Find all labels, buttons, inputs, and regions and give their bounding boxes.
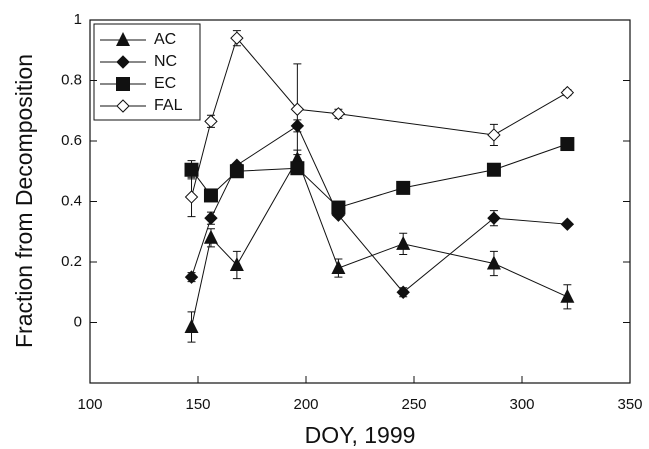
marker [486, 162, 501, 177]
x-tick-label: 100 [77, 396, 102, 413]
marker [560, 217, 575, 231]
marker [229, 164, 244, 179]
marker [560, 288, 575, 303]
x-tick-label: 350 [617, 396, 642, 413]
marker [229, 257, 244, 272]
marker [204, 114, 218, 129]
marker [184, 270, 199, 284]
y-tick-label: 0.6 [61, 132, 82, 149]
y-axis-title: Fraction from Decomposition [11, 54, 37, 348]
marker [331, 107, 346, 121]
marker [396, 235, 411, 250]
marker [290, 102, 305, 116]
marker [184, 319, 199, 334]
x-tick-label: 200 [293, 396, 318, 413]
legend-label: NC [154, 53, 177, 70]
legend-marker [116, 32, 130, 46]
marker [396, 180, 411, 195]
marker [204, 211, 218, 225]
marker [331, 260, 346, 275]
y-tick-label: 0.8 [61, 71, 82, 88]
series-line [191, 143, 568, 209]
series-line [191, 37, 568, 198]
legend-marker [116, 55, 130, 69]
legend-marker [116, 77, 130, 91]
marker [560, 85, 575, 100]
y-tick-label: 1 [74, 11, 82, 28]
legend-label: EC [154, 75, 176, 92]
marker [486, 255, 501, 270]
x-tick-label: 300 [509, 396, 534, 413]
legend-label: AC [154, 31, 176, 48]
marker [184, 162, 199, 177]
marker [487, 128, 501, 142]
legend-label: FAL [154, 97, 183, 114]
marker [396, 285, 410, 299]
y-tick-label: 0.4 [61, 192, 82, 209]
marker [184, 190, 199, 204]
series-line [191, 125, 568, 293]
marker [560, 137, 575, 152]
y-tick-label: 0.2 [61, 253, 82, 270]
marker [203, 229, 218, 244]
marker [487, 211, 501, 225]
marker [331, 200, 346, 215]
marker [203, 188, 218, 203]
x-tick-label: 250 [401, 396, 426, 413]
marker [290, 161, 305, 176]
y-tick-label: 0 [74, 313, 82, 330]
x-tick-label: 150 [185, 396, 210, 413]
x-axis-title: DOY, 1999 [305, 422, 416, 448]
marker [230, 31, 244, 45]
series-line [191, 157, 568, 328]
legend-marker [116, 99, 130, 113]
